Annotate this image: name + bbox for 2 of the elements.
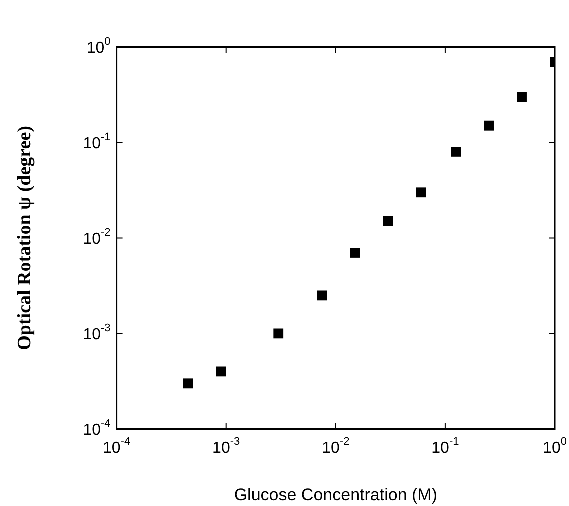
y-axis-title: Optical Rotation ψ (degree) <box>14 126 36 350</box>
x-axis-title: Glucose Concentration (M) <box>234 485 438 504</box>
